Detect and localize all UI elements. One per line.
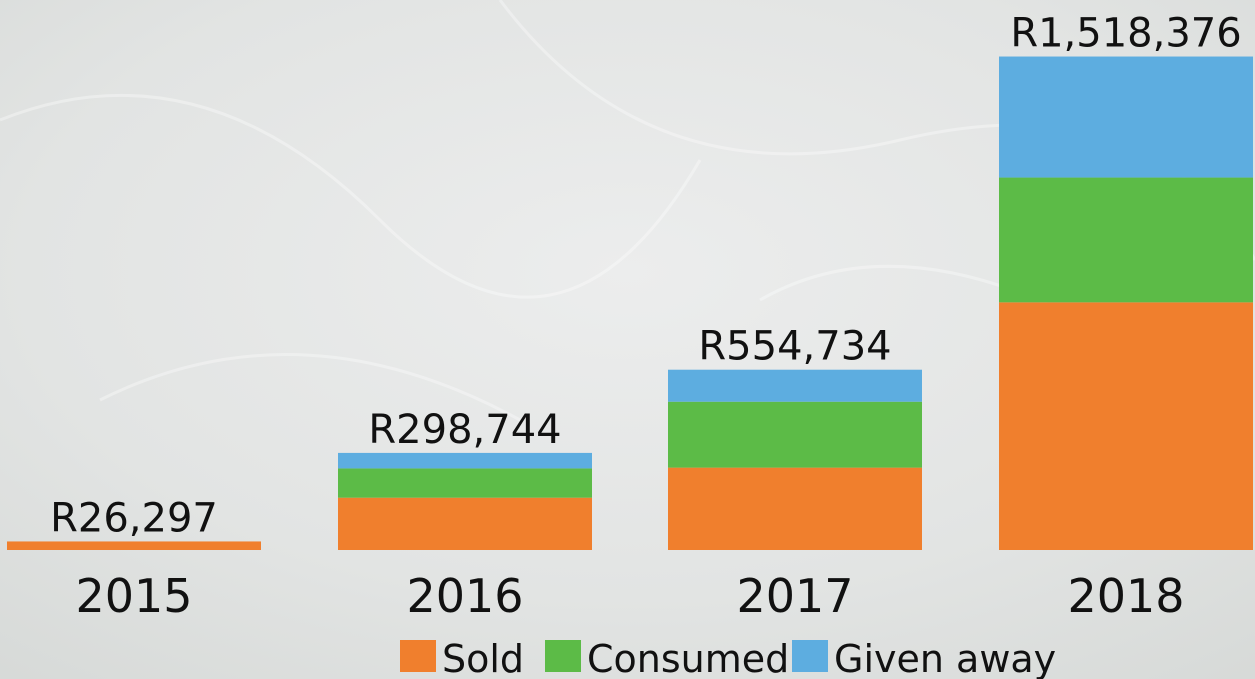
legend-label: Given away [834,637,1056,679]
bar-segment [7,541,261,550]
total-label: R26,297 [50,495,218,541]
total-label: R554,734 [698,324,891,370]
total-label: R1,518,376 [1010,11,1241,57]
bar-segment [338,452,592,469]
legend-swatch [545,640,581,672]
x-tick-label: 2018 [1067,569,1184,623]
bar-segment [338,497,592,550]
bar-segment [668,401,922,468]
legend-label: Sold [442,637,524,679]
x-tick-label: 2016 [406,569,523,623]
legend-swatch [400,640,436,672]
legend-swatch [792,640,828,672]
x-tick-label: 2017 [736,569,853,623]
bar-segment [999,177,1253,303]
x-tick-label: 2015 [75,569,192,623]
bar-segment [668,369,922,402]
bar-segment [999,302,1253,550]
bar-segment [999,56,1253,178]
legend-label: Consumed [587,637,789,679]
total-label: R298,744 [368,407,561,453]
bar-segment [668,467,922,550]
bar-segment [338,468,592,498]
